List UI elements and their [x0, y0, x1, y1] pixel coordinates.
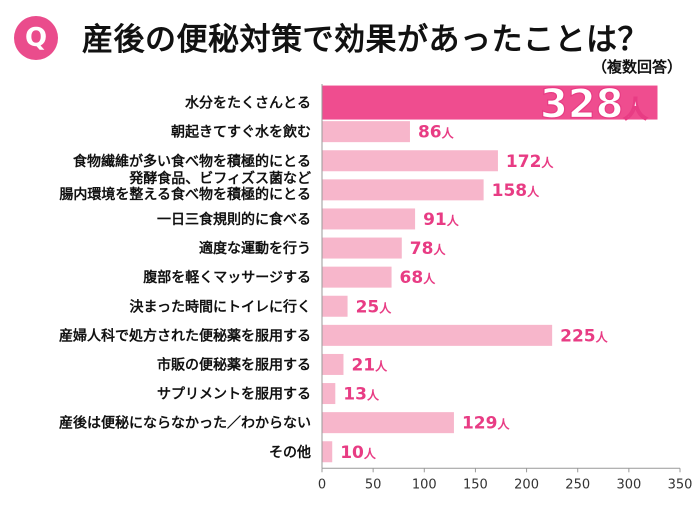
- value-number: 158: [492, 181, 528, 201]
- bar: [322, 383, 336, 405]
- chart-subtitle: （複数回答）: [591, 58, 682, 76]
- value-unit: 人: [367, 388, 380, 403]
- value-unit: 人: [447, 213, 460, 228]
- x-tick-label: 300: [616, 477, 641, 492]
- value-unit: 人: [497, 417, 510, 432]
- value-number: 328: [540, 82, 624, 128]
- value-unit: 人: [541, 155, 554, 170]
- value-number: 129: [462, 414, 498, 434]
- value-unit: 人: [379, 300, 392, 315]
- value-label: 158人: [492, 181, 541, 201]
- category-label: 適度な運動を行う: [199, 240, 311, 257]
- x-tick-label: 100: [412, 477, 437, 492]
- value-label: 13人: [343, 385, 380, 405]
- value-number: 25: [356, 297, 380, 317]
- value-label: 25人: [356, 297, 393, 317]
- chart-title: 産後の便秘対策で効果があったことは？: [82, 22, 649, 58]
- value-unit: 人: [596, 329, 609, 344]
- bar: [322, 295, 348, 317]
- category-label: 腸内環境を整える食べ物を積極的にとる: [59, 186, 311, 203]
- value-label: 86人: [418, 123, 455, 143]
- category-label: 一日三食規則的に食べる: [157, 211, 311, 228]
- category-label: 水分をたくさんとる: [185, 95, 311, 112]
- category-label: 朝起きてすぐ水を飲む: [171, 124, 311, 141]
- value-unit: 人: [375, 358, 388, 373]
- bar: [322, 179, 484, 201]
- x-tick-label: 50: [365, 477, 382, 492]
- value-label: 68人: [400, 268, 437, 288]
- category-label: その他: [269, 444, 311, 461]
- value-unit: 人: [623, 96, 647, 124]
- bar: [322, 150, 498, 172]
- bar: [322, 121, 410, 143]
- value-unit: 人: [433, 242, 446, 257]
- value-number: 10: [340, 443, 364, 463]
- bar: [322, 208, 416, 230]
- x-tick-label: 350: [668, 477, 693, 492]
- value-unit: 人: [423, 271, 436, 286]
- bar: [322, 353, 344, 375]
- value-label: 328人: [540, 82, 648, 128]
- value-label: 172人: [506, 152, 554, 172]
- value-label: 21人: [351, 355, 388, 375]
- category-label: 発酵食品、ビフィズス菌など: [128, 170, 311, 187]
- value-number: 78: [410, 239, 434, 259]
- bar: [322, 85, 658, 120]
- value-label: 78人: [410, 239, 447, 259]
- bar: [322, 324, 553, 346]
- value-label: 129人: [462, 414, 511, 434]
- value-unit: 人: [442, 126, 455, 141]
- bar: [322, 237, 402, 259]
- value-number: 68: [400, 268, 424, 288]
- q-badge: Q: [14, 16, 58, 60]
- x-tick-label: 0: [318, 477, 326, 492]
- value-label: 91人: [423, 210, 460, 230]
- x-tick-label: 200: [514, 477, 539, 492]
- bar: [322, 266, 392, 288]
- category-label: 腹部を軽くマッサージする: [143, 269, 311, 286]
- value-label: 225人: [560, 326, 609, 346]
- value-label: 10人: [340, 443, 377, 463]
- chart-header: Q 産後の便秘対策で効果があったことは？ （複数回答）: [0, 0, 700, 80]
- value-unit: 人: [527, 184, 540, 199]
- category-label: 食物繊維が多い食べ物を積極的にとる: [73, 153, 311, 170]
- category-label: サプリメントを服用する: [157, 387, 311, 403]
- value-number: 13: [343, 385, 367, 405]
- x-tick-label: 250: [565, 477, 590, 492]
- bar: [322, 441, 333, 463]
- category-label: 産後は便秘にならなかった／わからない: [59, 415, 311, 432]
- category-label: 決まった時間にトイレに行く: [130, 298, 311, 315]
- x-tick-label: 150: [463, 477, 488, 492]
- value-number: 91: [423, 210, 447, 230]
- value-unit: 人: [364, 446, 377, 461]
- value-number: 172: [506, 152, 541, 172]
- category-label: 市販の便秘薬を服用する: [157, 356, 311, 373]
- value-number: 225: [560, 326, 596, 346]
- value-number: 86: [418, 123, 442, 143]
- bar: [322, 412, 454, 434]
- value-number: 21: [351, 355, 375, 375]
- category-label: 産婦人科で処方された便秘薬を服用する: [59, 327, 311, 344]
